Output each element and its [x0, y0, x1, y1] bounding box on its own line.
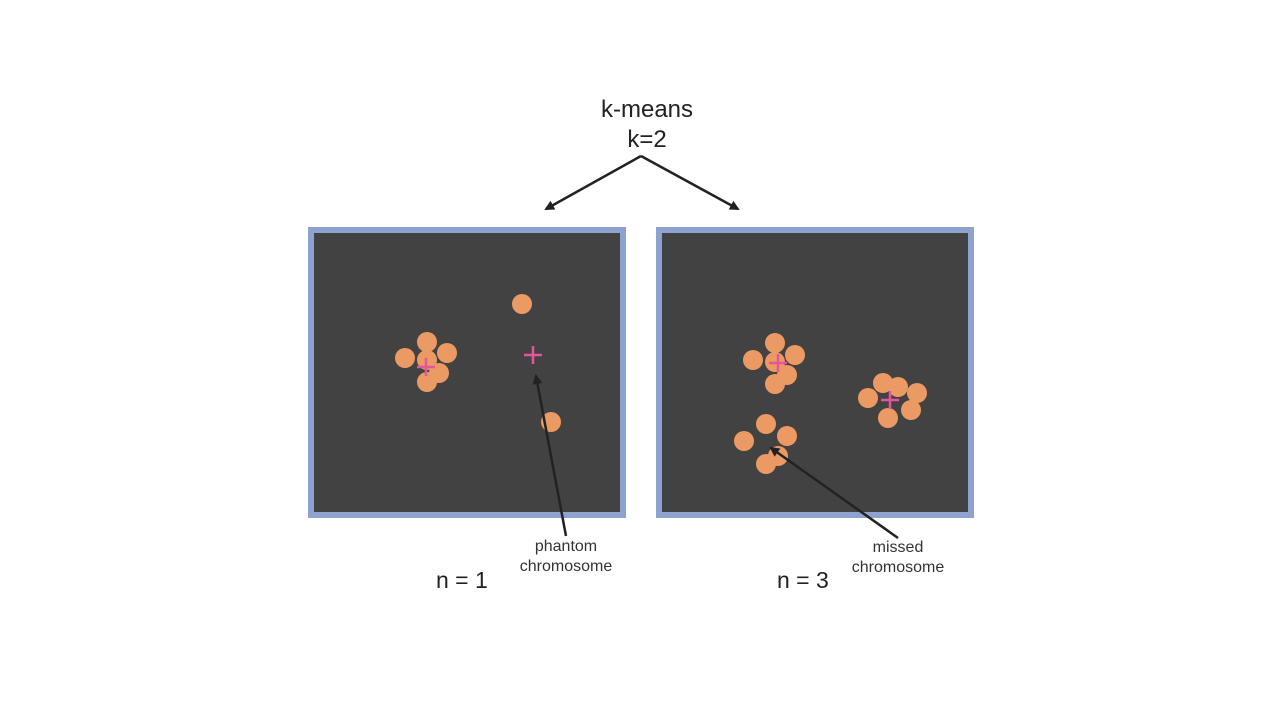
split-arrow-right	[640, 154, 740, 211]
n-label-right: n = 3	[777, 567, 829, 593]
point	[756, 414, 776, 434]
point	[777, 426, 797, 446]
panel-right-centroids	[769, 354, 899, 409]
point	[756, 454, 776, 474]
point	[873, 373, 893, 393]
title-line-1: k-means	[600, 96, 694, 123]
caption-phantom-line1: phantom	[534, 538, 598, 555]
point	[512, 294, 532, 314]
point	[878, 408, 898, 428]
phantom-arrow	[532, 374, 568, 537]
centroid-marker	[417, 358, 435, 376]
n-label-left: n = 1	[436, 567, 488, 593]
point	[734, 431, 754, 451]
point	[765, 333, 785, 353]
point	[765, 374, 785, 394]
point	[907, 383, 927, 403]
point	[743, 350, 763, 370]
caption-phantom: phantom chromosome	[496, 537, 636, 577]
point	[858, 388, 878, 408]
missed-arrow	[769, 446, 899, 540]
point	[888, 377, 908, 397]
panel-right	[656, 227, 974, 518]
point	[395, 348, 415, 368]
point	[417, 332, 437, 352]
point	[785, 345, 805, 365]
panel-left-centroids	[417, 346, 542, 376]
caption-missed-line1: missed	[872, 539, 924, 556]
point	[437, 343, 457, 363]
panel-right-points	[734, 333, 927, 474]
centroid-marker	[769, 354, 787, 372]
title-line-2: k=2	[627, 126, 667, 153]
centroid-marker	[881, 391, 899, 409]
centroid-marker	[524, 346, 542, 364]
caption-missed-line2: chromosome	[851, 559, 945, 576]
panel-left	[308, 227, 626, 518]
point	[901, 400, 921, 420]
caption-phantom-line2: chromosome	[519, 558, 613, 575]
point	[417, 372, 437, 392]
split-arrow-left	[544, 154, 642, 211]
caption-missed: missed chromosome	[828, 538, 968, 578]
